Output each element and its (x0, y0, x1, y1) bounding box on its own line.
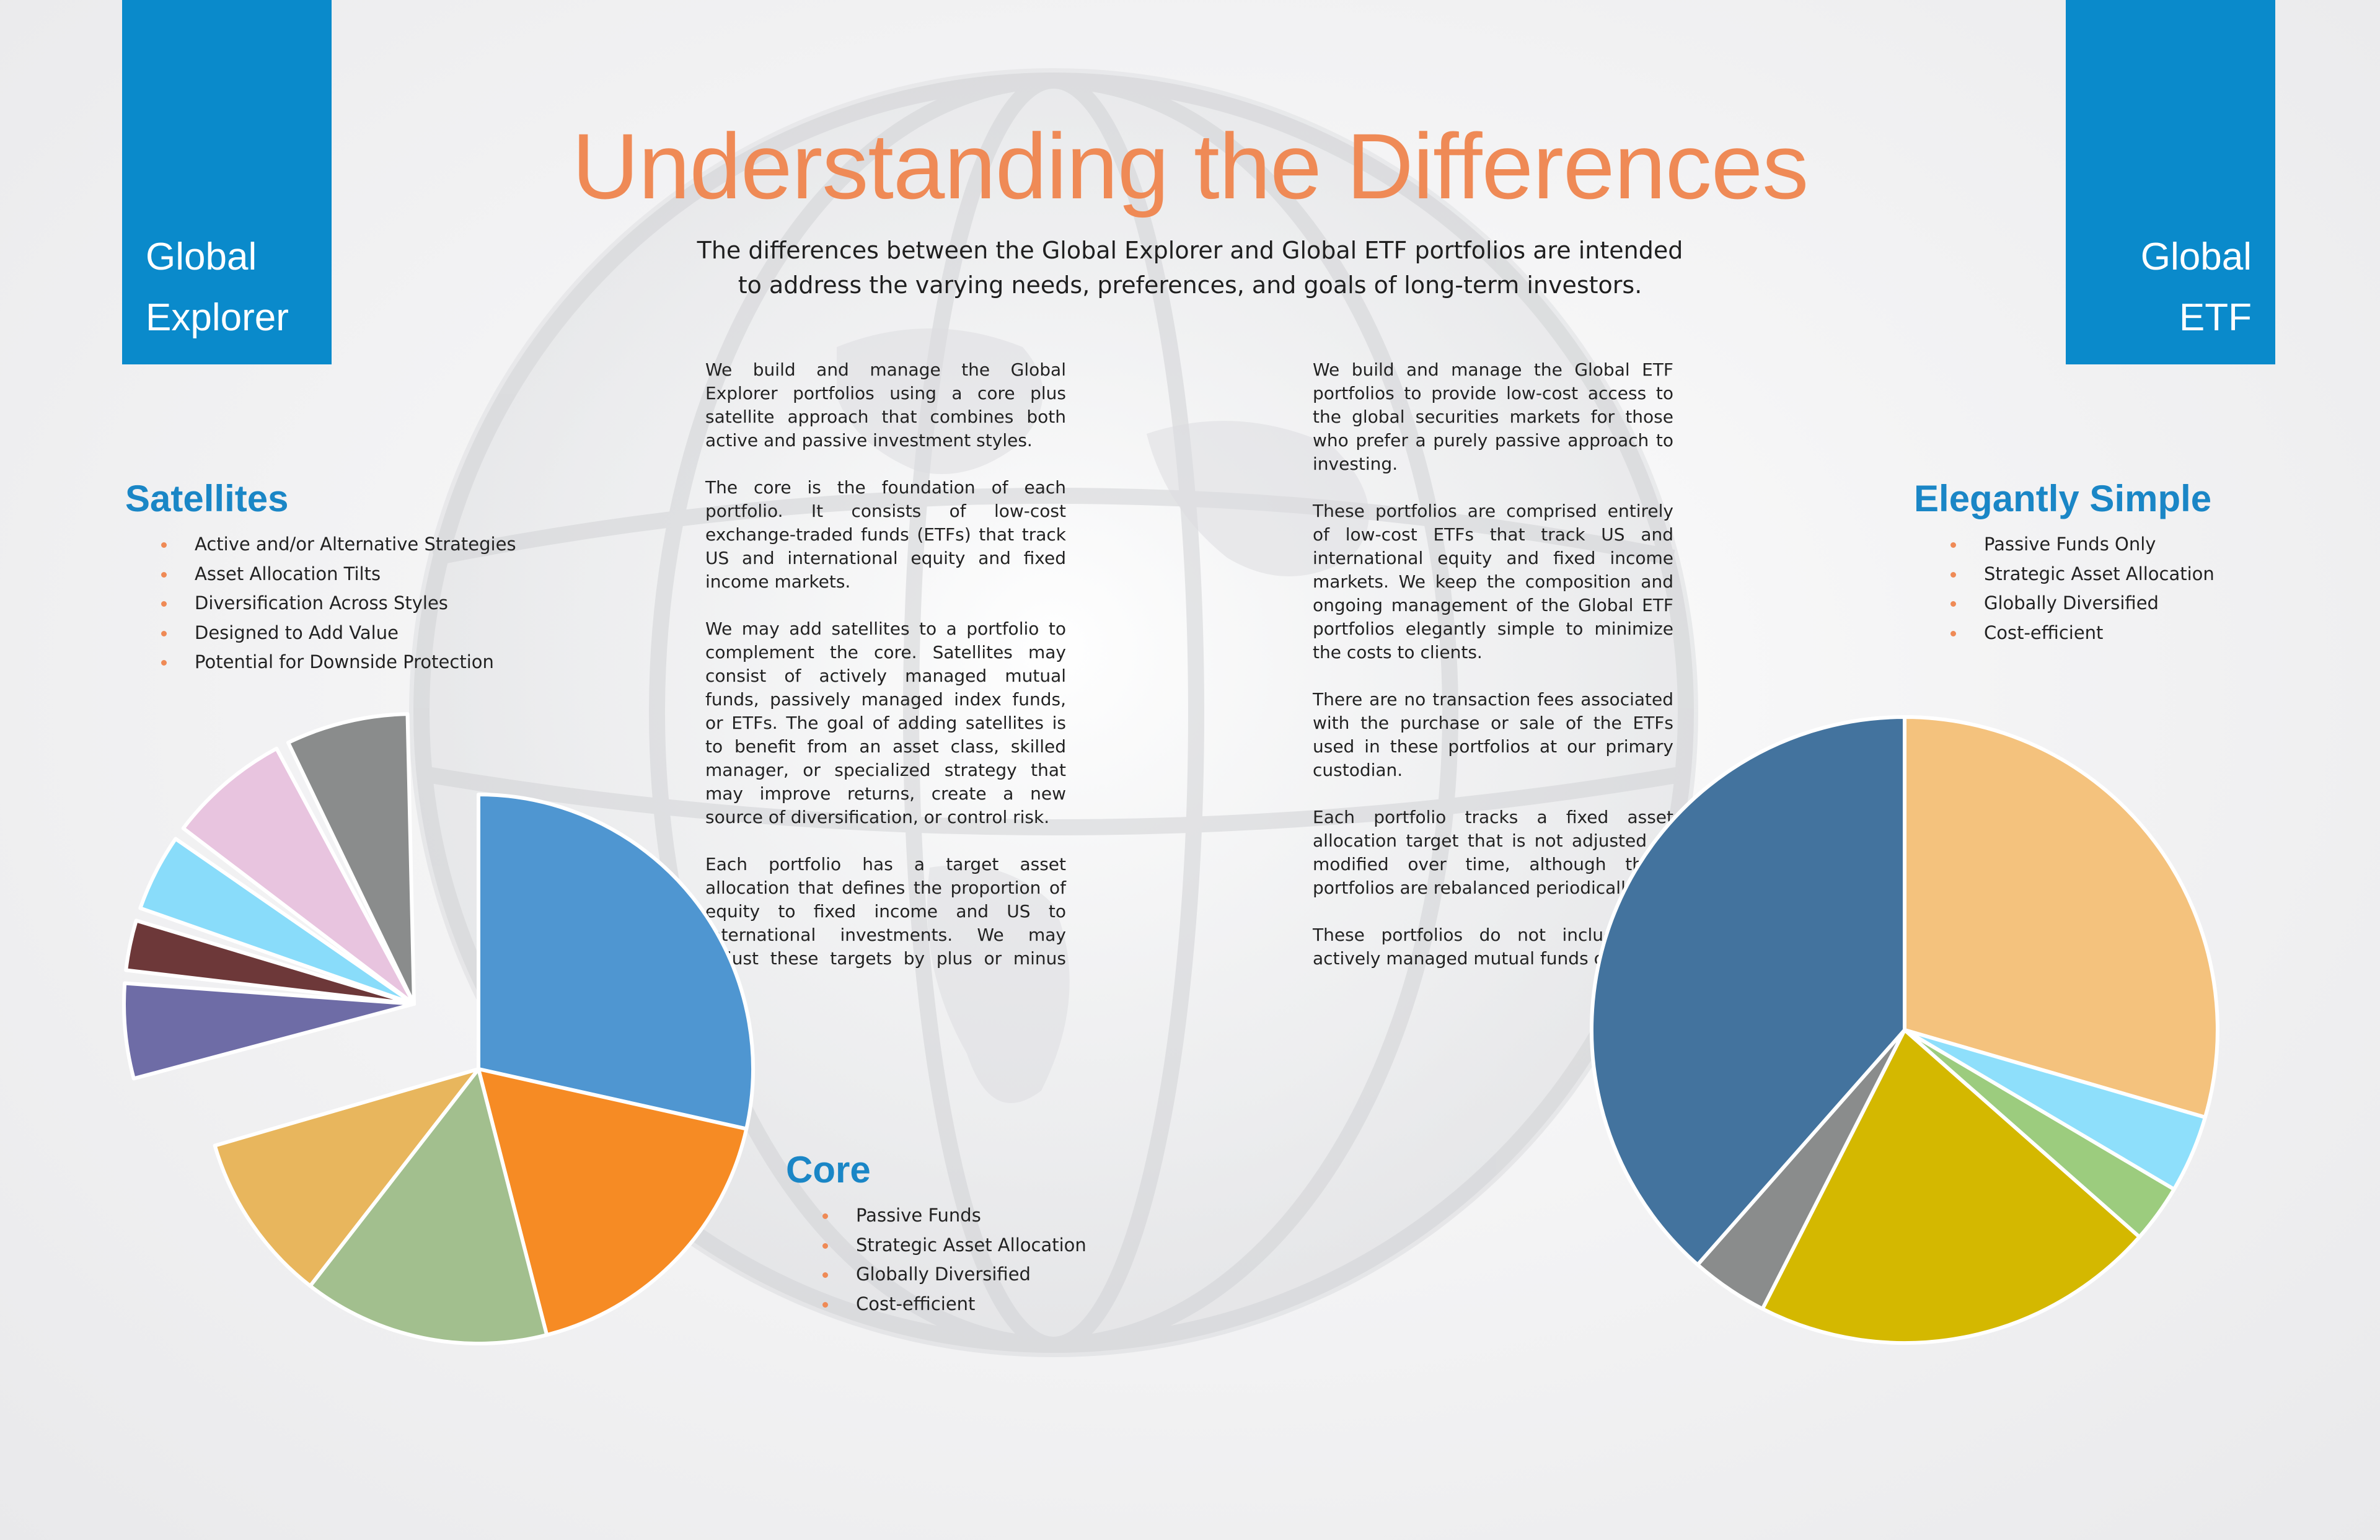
pie-slice (477, 1067, 749, 1337)
explorer-paragraph: The core is the foundation of each portf… (705, 477, 1066, 592)
list-item: Strategic Asset Allocation (820, 1231, 1086, 1261)
page-subtitle: The differences between the Global Explo… (669, 233, 1711, 302)
list-item: Strategic Asset Allocation (1948, 560, 2215, 589)
elegantly-simple-list: Passive Funds Only Strategic Asset Alloc… (1948, 530, 2215, 648)
global-etf-description: We build and manage the Global ETF portf… (1313, 358, 1673, 994)
core-list: Passive Funds Strategic Asset Allocation… (820, 1201, 1086, 1319)
global-explorer-tab: Global Explorer (122, 0, 332, 364)
explorer-paragraph: We build and manage the Global Explorer … (705, 359, 1066, 451)
list-item: Passive Funds Only (1948, 530, 2215, 560)
elegantly-simple-heading: Elegantly Simple (1914, 478, 2212, 519)
tab-left-line-1: Global (146, 235, 257, 278)
pie-slice (1903, 715, 2219, 1119)
pie-slice (1760, 1028, 2141, 1345)
pie-slice (286, 712, 416, 1006)
pie-slice (308, 1067, 549, 1345)
tab-left-line-2: Explorer (146, 296, 289, 339)
tab-right-line-2: ETF (2179, 296, 2252, 339)
pie-slice (477, 793, 755, 1131)
explorer-paragraph: Each portfolio has a target asset alloca… (705, 854, 1066, 992)
list-item: Diversification Across Styles (159, 589, 516, 618)
core-heading: Core (786, 1149, 871, 1190)
pie-slice (124, 918, 416, 1006)
list-item: Globally Diversified (1948, 589, 2215, 618)
subtitle-line-2: to address the varying needs, preference… (738, 271, 1642, 299)
pie-slice (138, 837, 416, 1006)
list-item: Passive Funds (820, 1201, 1086, 1231)
pie-slice (1589, 715, 1906, 1267)
pie-slice (122, 981, 416, 1081)
subtitle-line-1: The differences between the Global Explo… (697, 237, 1683, 264)
list-item: Globally Diversified (820, 1260, 1086, 1290)
list-item: Potential for Downside Protection (159, 648, 516, 677)
pie-slice (181, 746, 416, 1006)
list-item: Cost-efficient (1948, 618, 2215, 648)
global-etf-tab: Global ETF (2066, 0, 2275, 364)
list-item: Cost-efficient (820, 1290, 1086, 1319)
explorer-paragraph: We may add satellites to a portfolio to … (705, 618, 1066, 827)
etf-paragraph: These portfolios are comprised entirely … (1313, 501, 1673, 662)
satellites-heading: Satellites (125, 478, 289, 519)
list-item: Active and/or Alternative Strategies (159, 530, 516, 560)
satellites-list: Active and/or Alternative Strategies Ass… (159, 530, 516, 677)
etf-paragraph: We build and manage the Global ETF portf… (1313, 359, 1673, 474)
list-item: Asset Allocation Tilts (159, 560, 516, 589)
page-title: Understanding the Differences (571, 114, 1809, 218)
etf-paragraph: There are no transaction fees associated… (1313, 689, 1673, 780)
tab-right-line-1: Global (2140, 235, 2252, 278)
list-item: Designed to Add Value (159, 618, 516, 648)
pie-slice (213, 1067, 480, 1288)
etf-paragraph: Each portfolio tracks a fixed asset allo… (1313, 807, 1673, 898)
global-explorer-description: We build and manage the Global Explorer … (705, 358, 1066, 1018)
